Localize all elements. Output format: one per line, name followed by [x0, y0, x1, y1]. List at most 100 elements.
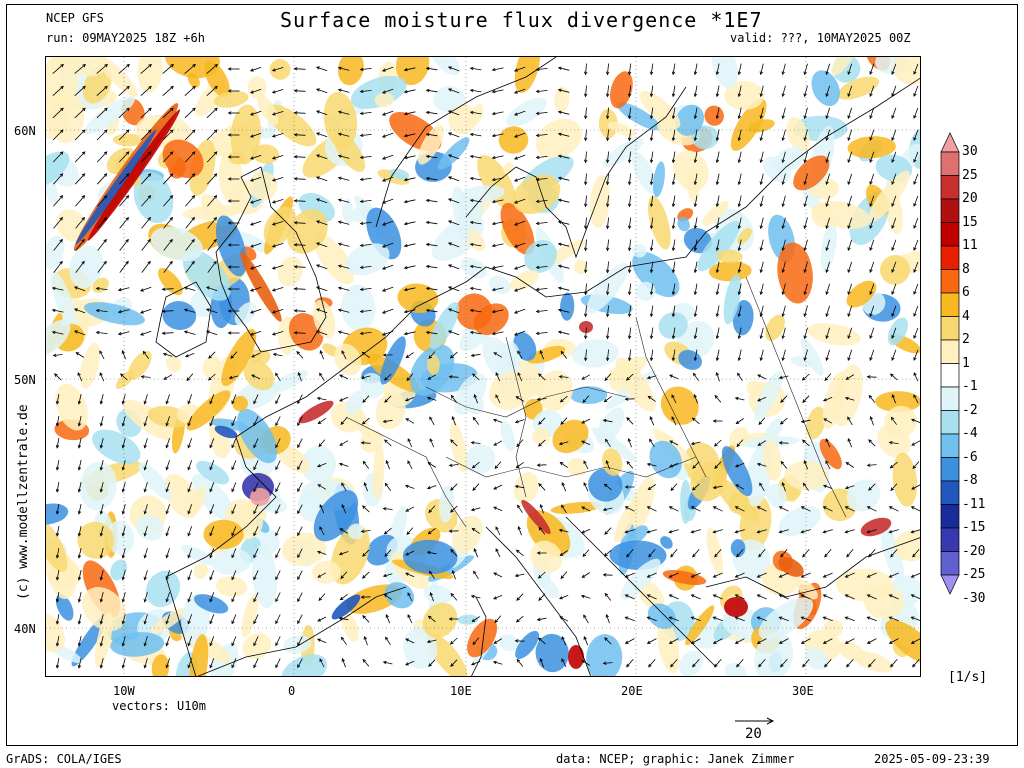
wind-vector-head	[646, 530, 651, 534]
wind-vector	[760, 239, 764, 251]
wind-vector-head	[759, 357, 763, 362]
wind-vector	[607, 217, 609, 229]
wind-vector	[607, 129, 609, 141]
wind-vector	[78, 416, 82, 426]
wind-vector-head	[425, 308, 430, 313]
wind-vector	[536, 134, 548, 136]
wind-vector-head	[253, 422, 257, 427]
wind-vector	[250, 88, 262, 94]
field-blob	[431, 215, 484, 261]
wind-vector-head	[624, 485, 629, 489]
wind-vector	[404, 221, 416, 225]
wind-vector-head	[140, 375, 145, 379]
wind-vector	[628, 85, 632, 97]
field-blob	[188, 486, 207, 516]
wind-vector-head	[557, 154, 562, 158]
wind-vector	[804, 239, 808, 251]
wind-vector	[209, 614, 215, 624]
wind-vector-head	[165, 620, 169, 625]
wind-vector	[100, 394, 104, 404]
wind-vector	[581, 440, 591, 446]
wind-vector-head	[780, 460, 785, 465]
wind-vector-head	[450, 439, 454, 443]
wind-vector-head	[187, 642, 191, 647]
wind-vector	[845, 374, 855, 380]
wind-vector	[316, 242, 328, 248]
wind-vector	[338, 111, 350, 115]
wind-vector-head	[822, 594, 827, 598]
wind-vector	[78, 526, 82, 536]
wind-vector	[251, 374, 261, 380]
wind-vector-head	[737, 137, 742, 142]
wind-vector	[911, 638, 920, 644]
wind-vector-head	[889, 464, 894, 469]
wind-vector-head	[148, 107, 152, 112]
wind-vector-head	[825, 460, 829, 464]
wind-vector	[100, 416, 104, 426]
colorbar-swatch	[940, 551, 960, 576]
wind-vector-head	[249, 200, 254, 204]
wind-vector-head	[297, 576, 301, 581]
wind-vector	[96, 64, 108, 74]
wind-vector	[911, 529, 920, 533]
wind-vector-head	[471, 527, 476, 532]
wind-vector	[208, 351, 216, 359]
wind-vector-head	[209, 664, 213, 669]
wind-vector	[338, 155, 350, 159]
wind-vector	[735, 638, 745, 644]
wind-vector-head	[447, 88, 452, 92]
wind-vector-head	[888, 441, 893, 445]
wind-vector	[473, 570, 479, 580]
wind-vector	[518, 526, 522, 536]
wind-vector-head	[143, 576, 147, 581]
wind-vector	[470, 89, 482, 93]
wind-vector-head	[447, 154, 452, 158]
field-blob	[638, 580, 665, 611]
wind-vector-head	[59, 195, 64, 199]
wind-vector-head	[737, 335, 742, 340]
map-svg	[46, 57, 920, 676]
wind-vector	[362, 571, 370, 579]
wind-vector-head	[187, 576, 191, 581]
wind-vector-head	[293, 221, 298, 225]
wind-vector-head	[59, 238, 63, 243]
wind-vector	[672, 305, 676, 317]
wind-vector-head	[825, 357, 829, 362]
wind-vector-head	[293, 177, 298, 181]
wind-vector	[100, 570, 104, 580]
wind-vector	[694, 63, 698, 75]
wind-vector-head	[693, 247, 698, 252]
wind-vector-head	[121, 422, 125, 427]
wind-vector-head	[535, 221, 540, 226]
wind-vector-head	[362, 553, 366, 557]
wind-vector-head	[557, 198, 562, 202]
wind-vector-head	[779, 420, 784, 425]
wind-vector	[118, 151, 130, 163]
wind-vector-head	[447, 176, 452, 180]
wind-vector-head	[515, 464, 520, 469]
field-feature	[298, 400, 334, 424]
colorbar-swatch	[940, 386, 960, 411]
wind-vector-head	[911, 486, 915, 490]
wind-vector-head	[208, 377, 212, 381]
wind-vector	[253, 416, 259, 426]
wind-vector	[75, 352, 85, 358]
wind-vector-head	[121, 554, 125, 559]
wind-vector	[187, 548, 193, 558]
wind-vector	[386, 460, 390, 470]
wind-vector	[122, 504, 126, 514]
wind-vector-head	[117, 310, 122, 314]
colorbar-level-label: -4	[962, 426, 978, 441]
field-blob	[360, 372, 385, 399]
wind-vector	[56, 526, 60, 536]
wind-vector	[628, 283, 632, 295]
field-blob	[467, 618, 498, 658]
wind-vector-head	[337, 308, 342, 312]
wind-vector-head	[163, 376, 168, 380]
field-blob	[50, 271, 78, 332]
wind-vector	[383, 419, 393, 423]
wind-vector	[628, 349, 632, 361]
wind-vector	[383, 573, 393, 577]
wind-vector-head	[715, 371, 719, 376]
wind-vector-head	[712, 506, 717, 510]
